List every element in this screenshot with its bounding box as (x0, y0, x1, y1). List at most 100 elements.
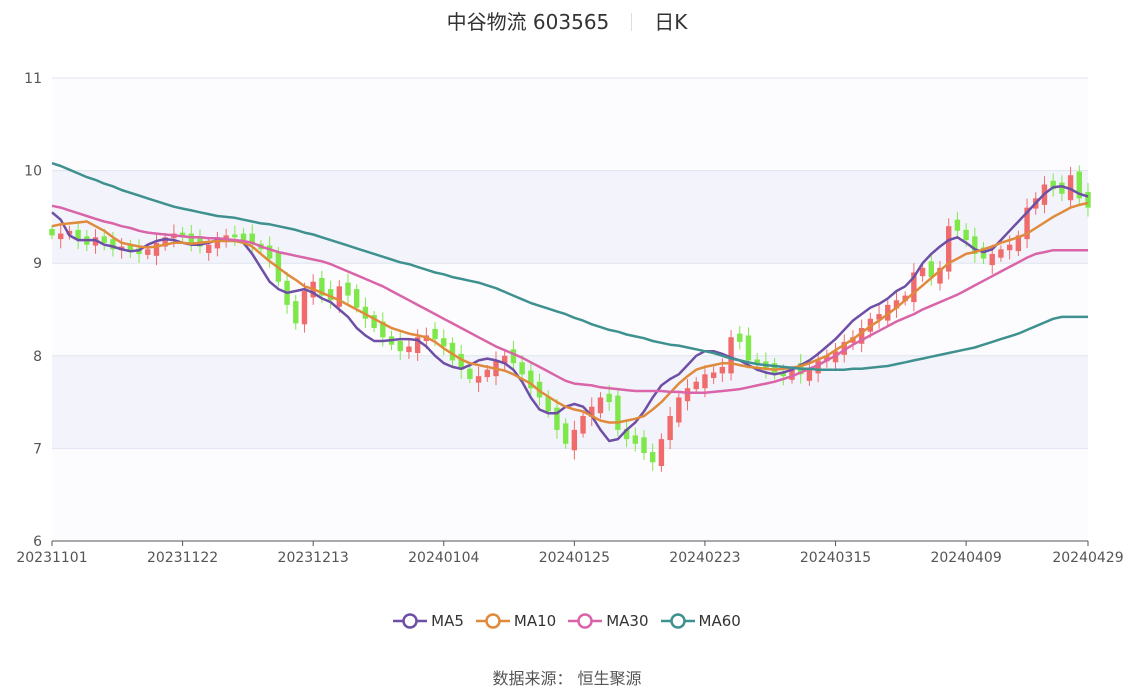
candle-body (693, 381, 699, 390)
candle-body (789, 369, 795, 380)
candle-body (972, 236, 978, 254)
candle-body (206, 244, 212, 254)
candle-body (240, 233, 247, 241)
period-label: 日K (654, 10, 688, 34)
legend-item-ma30[interactable]: MA30 (568, 612, 649, 630)
candle-body (475, 376, 482, 383)
candle-body (641, 437, 647, 454)
candle-body (1067, 175, 1074, 201)
candle-body (502, 355, 508, 365)
candle-body (414, 337, 421, 354)
candle-body (754, 359, 760, 366)
candle-body (101, 236, 107, 243)
candle-body (1006, 244, 1013, 251)
candle-body (66, 230, 73, 235)
stock-name: 中谷物流 603565 (446, 10, 610, 34)
candle-body (745, 335, 752, 361)
candle-body (658, 439, 665, 466)
ma60-line (51, 162, 1088, 371)
candle-body (1050, 180, 1056, 190)
candle-body (510, 349, 517, 364)
candle-body (380, 321, 386, 338)
x-tick-label: 20231213 (278, 550, 349, 566)
legend-label: MA30 (606, 612, 649, 630)
candle-body (458, 353, 464, 370)
candle-body (75, 229, 81, 241)
candle-body (615, 395, 621, 430)
candle-body (371, 315, 377, 329)
candle-body (345, 282, 351, 296)
candle-body (650, 452, 656, 463)
candle-body (319, 278, 325, 296)
candle-body (911, 272, 917, 303)
candle-body (49, 228, 55, 236)
candle-body (919, 267, 926, 277)
plot-band (52, 355, 1088, 449)
candle-body (858, 328, 865, 344)
candle-body (580, 415, 586, 434)
candle-body (554, 407, 560, 430)
legend-line-marker-icon (660, 613, 695, 629)
candle-body (841, 341, 847, 355)
legend-item-ma5[interactable]: MA5 (393, 612, 464, 630)
x-tick-label: 20240315 (800, 550, 871, 566)
candle-body (545, 396, 551, 412)
candle-body (1015, 235, 1022, 252)
data-source: 数据来源： 恒生聚源 (0, 665, 1134, 689)
x-tick-label: 20231122 (147, 550, 218, 566)
candle-body (815, 360, 821, 374)
y-tick-label: 8 (33, 349, 42, 365)
candle-body (676, 397, 682, 423)
candle-body (293, 301, 299, 324)
candle-body (719, 366, 726, 374)
title-divider (631, 13, 633, 31)
legend-label: MA5 (431, 612, 464, 630)
legend-line-marker-icon (568, 613, 603, 629)
candle-body (737, 333, 743, 342)
legend-item-ma60[interactable]: MA60 (660, 612, 741, 630)
candle-body (249, 233, 255, 245)
y-tick-label: 9 (33, 256, 42, 272)
x-tick-label: 20240409 (930, 550, 1001, 566)
candle-body (145, 249, 151, 255)
candle-body (571, 429, 578, 451)
candle-body (989, 253, 995, 266)
candle-body (902, 295, 908, 302)
legend: MA5 MA10 MA30 MA60 (0, 612, 1134, 633)
candle-body (432, 328, 438, 340)
candle-body (998, 249, 1004, 258)
candle-body (780, 373, 786, 377)
candle-body (893, 300, 900, 309)
ma10-line (51, 201, 1089, 424)
candle-body (153, 242, 160, 256)
candle-body (232, 234, 238, 238)
candle-body (806, 369, 813, 381)
y-tick-label: 6 (33, 534, 42, 550)
candle-body (406, 346, 412, 353)
candle-body (876, 314, 882, 320)
source-label: 数据来源： (492, 669, 573, 688)
legend-item-ma10[interactable]: MA10 (475, 612, 556, 630)
candle-body (597, 397, 604, 414)
candle-body (467, 368, 473, 379)
x-tick-label: 20240429 (1052, 550, 1123, 566)
candlestick-chart: 6 7 8 9 10 11 20231101 20231122 20231213 20240104… (16, 71, 1123, 566)
candle-body (589, 406, 595, 417)
candle-body (937, 267, 943, 284)
candle-body (197, 236, 203, 247)
candle-body (528, 370, 534, 389)
candle-body (449, 342, 456, 361)
candle-body (667, 415, 673, 441)
legend-line-marker-icon (475, 613, 510, 629)
candle-body (1059, 182, 1065, 194)
candle-body (728, 337, 734, 374)
y-tick-label: 10 (24, 164, 42, 180)
candle-body (266, 245, 273, 259)
candle-body (519, 362, 525, 375)
source-value: 恒生聚源 (577, 669, 642, 688)
candle-body (824, 355, 830, 362)
candle-body (162, 237, 168, 247)
candle-body (397, 340, 403, 352)
y-tick-label: 7 (33, 441, 42, 457)
candle-body (702, 374, 708, 389)
